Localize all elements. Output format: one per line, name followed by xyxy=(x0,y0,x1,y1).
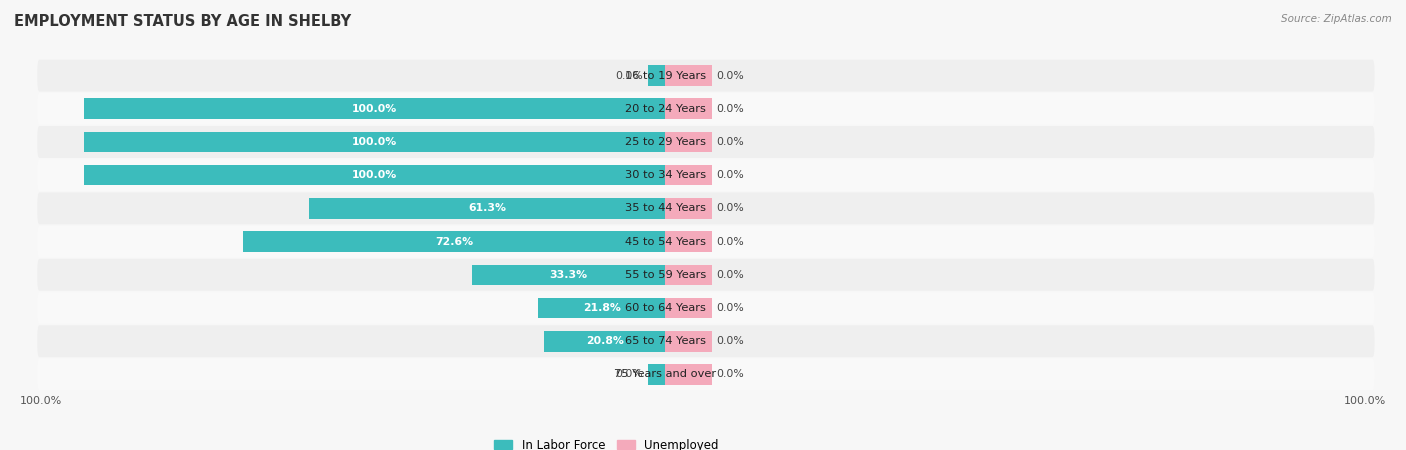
Bar xyxy=(665,298,711,318)
Text: 0.0%: 0.0% xyxy=(717,336,744,346)
Text: 60 to 64 Years: 60 to 64 Years xyxy=(624,303,706,313)
Text: 0.0%: 0.0% xyxy=(616,71,643,81)
Text: 100.0%: 100.0% xyxy=(352,104,396,114)
Text: 20 to 24 Years: 20 to 24 Years xyxy=(624,104,706,114)
Text: 0.0%: 0.0% xyxy=(717,203,744,213)
FancyBboxPatch shape xyxy=(38,159,1375,191)
Text: 35 to 44 Years: 35 to 44 Years xyxy=(624,203,706,213)
Text: 16 to 19 Years: 16 to 19 Years xyxy=(624,71,706,81)
Text: 20.8%: 20.8% xyxy=(586,336,624,346)
Text: 100.0%: 100.0% xyxy=(1344,396,1386,406)
FancyBboxPatch shape xyxy=(38,60,1375,91)
Bar xyxy=(544,331,665,351)
Text: 72.6%: 72.6% xyxy=(434,237,474,247)
Text: 0.0%: 0.0% xyxy=(717,137,744,147)
Text: 0.0%: 0.0% xyxy=(717,71,744,81)
Text: 0.0%: 0.0% xyxy=(717,270,744,280)
Bar xyxy=(538,298,665,318)
Bar xyxy=(665,165,711,185)
Text: 65 to 74 Years: 65 to 74 Years xyxy=(624,336,706,346)
Text: 100.0%: 100.0% xyxy=(20,396,62,406)
Bar xyxy=(665,99,711,119)
Text: 45 to 54 Years: 45 to 54 Years xyxy=(624,237,706,247)
Bar xyxy=(665,364,711,385)
Text: 21.8%: 21.8% xyxy=(583,303,621,313)
Text: 0.0%: 0.0% xyxy=(717,104,744,114)
Bar xyxy=(665,65,711,86)
Bar xyxy=(84,99,665,119)
FancyBboxPatch shape xyxy=(38,325,1375,357)
Text: 0.0%: 0.0% xyxy=(717,369,744,379)
FancyBboxPatch shape xyxy=(38,193,1375,225)
Text: 61.3%: 61.3% xyxy=(468,203,506,213)
FancyBboxPatch shape xyxy=(38,126,1375,158)
Bar xyxy=(665,132,711,152)
Text: 33.3%: 33.3% xyxy=(550,270,588,280)
FancyBboxPatch shape xyxy=(38,225,1375,257)
FancyBboxPatch shape xyxy=(38,292,1375,324)
Bar xyxy=(648,65,665,86)
Bar xyxy=(665,331,711,351)
Bar xyxy=(84,132,665,152)
Text: 75 Years and over: 75 Years and over xyxy=(614,369,716,379)
Text: 55 to 59 Years: 55 to 59 Years xyxy=(624,270,706,280)
FancyBboxPatch shape xyxy=(38,359,1375,390)
FancyBboxPatch shape xyxy=(38,259,1375,291)
Bar xyxy=(309,198,665,219)
Bar xyxy=(471,265,665,285)
Text: 0.0%: 0.0% xyxy=(717,303,744,313)
Bar xyxy=(665,231,711,252)
Bar xyxy=(84,165,665,185)
Text: EMPLOYMENT STATUS BY AGE IN SHELBY: EMPLOYMENT STATUS BY AGE IN SHELBY xyxy=(14,14,352,28)
Text: 0.0%: 0.0% xyxy=(717,170,744,180)
Bar xyxy=(665,265,711,285)
Text: Source: ZipAtlas.com: Source: ZipAtlas.com xyxy=(1281,14,1392,23)
Text: 0.0%: 0.0% xyxy=(717,237,744,247)
Bar xyxy=(648,364,665,385)
Legend: In Labor Force, Unemployed: In Labor Force, Unemployed xyxy=(495,439,718,450)
Bar xyxy=(665,198,711,219)
Text: 25 to 29 Years: 25 to 29 Years xyxy=(624,137,706,147)
Text: 30 to 34 Years: 30 to 34 Years xyxy=(624,170,706,180)
Bar xyxy=(243,231,665,252)
Text: 100.0%: 100.0% xyxy=(352,170,396,180)
FancyBboxPatch shape xyxy=(38,93,1375,125)
Text: 0.0%: 0.0% xyxy=(616,369,643,379)
Text: 100.0%: 100.0% xyxy=(352,137,396,147)
